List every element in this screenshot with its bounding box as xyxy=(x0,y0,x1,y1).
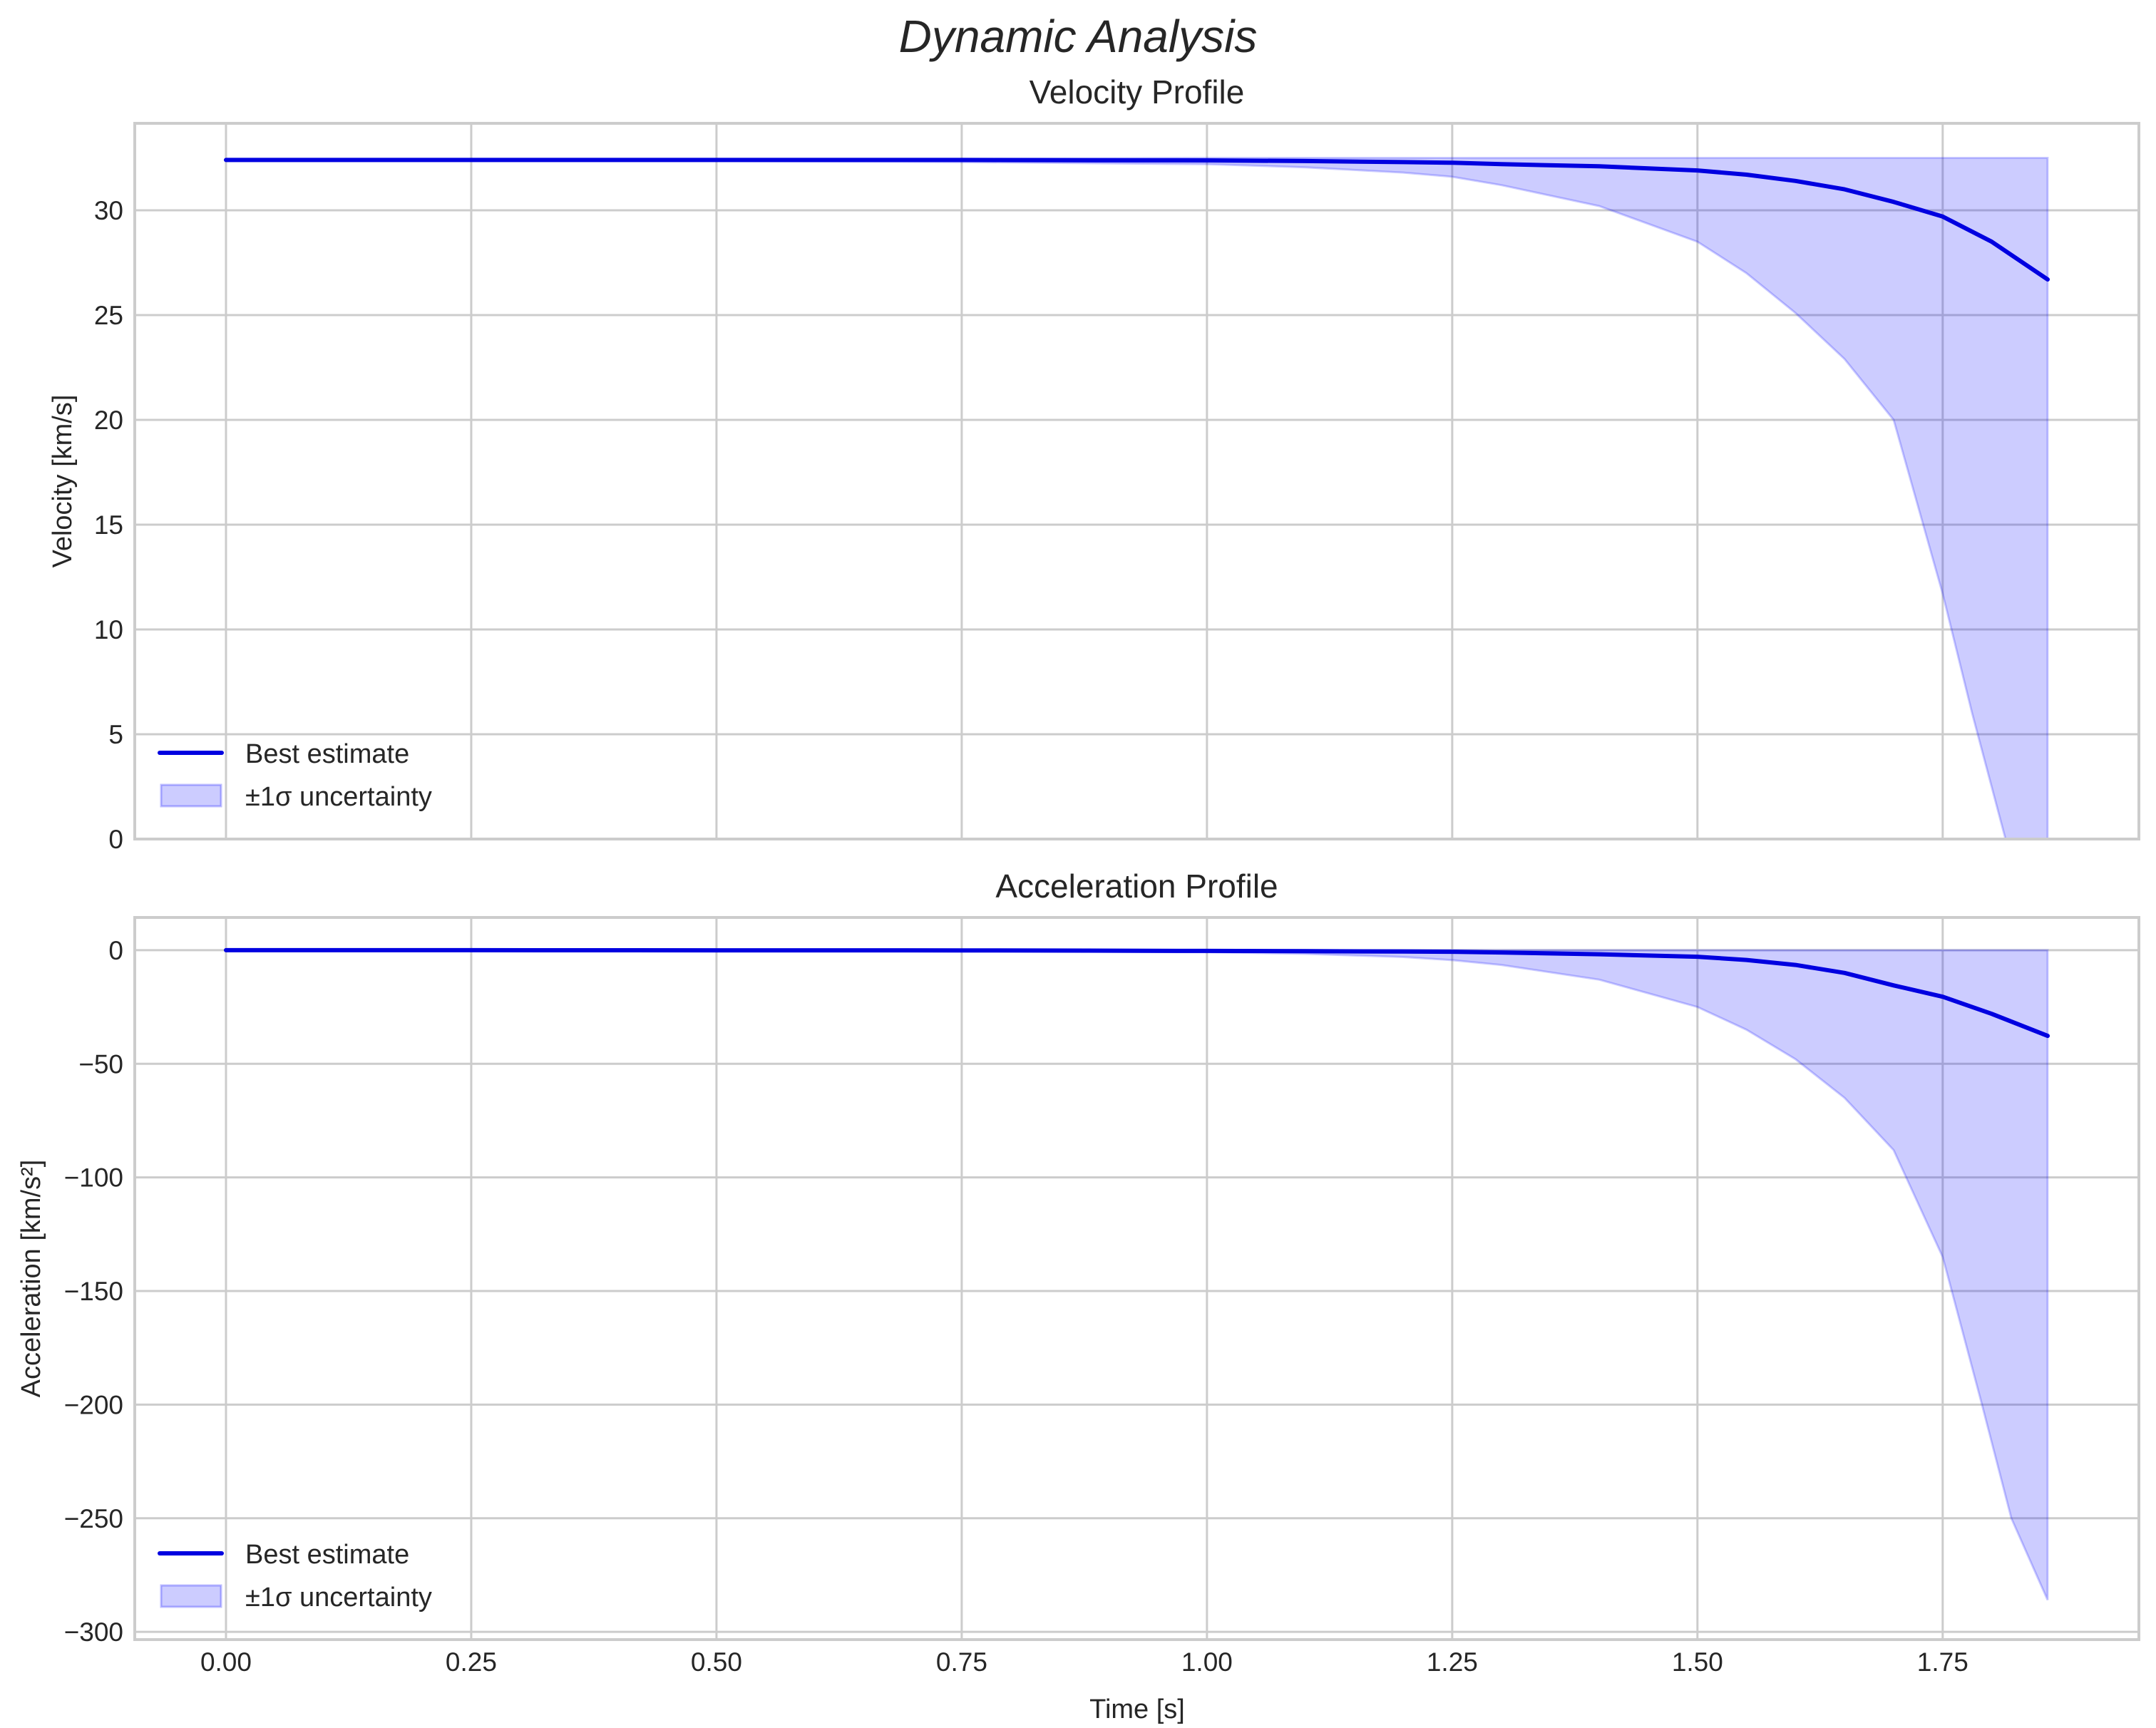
x-tick-label: 1.00 xyxy=(1181,1647,1233,1677)
legend-band-swatch xyxy=(160,783,222,808)
y-axis-label: Acceleration [km/s²] xyxy=(16,1160,46,1398)
y-tick-label: 15 xyxy=(94,510,123,540)
legend: Best estimate ±1σ uncertainty xyxy=(158,1540,432,1613)
legend-label-best-estimate: Best estimate xyxy=(245,739,409,769)
legend-label-best-estimate: Best estimate xyxy=(245,1540,409,1570)
y-tick-label: 0 xyxy=(108,936,123,965)
x-tick-label: 0.25 xyxy=(446,1647,497,1677)
legend-label-uncertainty: ±1σ uncertainty xyxy=(245,782,432,812)
y-tick-label: 10 xyxy=(94,615,123,644)
best-estimate-line xyxy=(224,158,2050,282)
x-tick-label: 1.50 xyxy=(1672,1647,1723,1677)
legend-label-uncertainty: ±1σ uncertainty xyxy=(245,1583,432,1613)
axes-frame xyxy=(133,122,2140,840)
y-tick-label: 20 xyxy=(94,406,123,435)
best-estimate-line xyxy=(224,947,2050,1039)
y-tick-label: −200 xyxy=(64,1390,123,1419)
velocity-plot: 0 5 10 15 20 25 30 Velocity [km/s] Best estimate… xyxy=(48,122,2140,854)
y-tick-label: −150 xyxy=(64,1277,123,1306)
x-tick-label: 1.25 xyxy=(1427,1647,1478,1677)
uncertainty-band xyxy=(225,949,2049,1601)
y-tick-label: 30 xyxy=(94,196,123,225)
grid xyxy=(135,917,2139,1640)
y-tick-label: −100 xyxy=(64,1163,123,1193)
y-axis-label: Velocity [km/s] xyxy=(48,395,78,568)
y-tick-label: −250 xyxy=(64,1504,123,1533)
y-tick-label: −50 xyxy=(78,1049,123,1079)
acceleration-plot: 0 −50 −100 −150 −200 −250 −300 0.00 0.25 0.50 0.75… xyxy=(16,916,2140,1677)
x-tick-label: 0.75 xyxy=(936,1647,987,1677)
x-axis-label: Time [s] xyxy=(1089,1694,1185,1724)
acceleration-panel-title: Acceleration Profile xyxy=(995,868,1278,905)
y-tick-label: −300 xyxy=(64,1618,123,1647)
y-tick-label: 25 xyxy=(94,301,123,330)
figure-title: Dynamic Analysis xyxy=(898,11,1258,62)
x-tick-label: 0.00 xyxy=(200,1647,252,1677)
legend: Best estimate ±1σ uncertainty xyxy=(158,739,432,812)
x-tick-label: 1.75 xyxy=(1917,1647,1968,1677)
y-tick-label: 0 xyxy=(108,825,123,854)
x-tick-label: 0.50 xyxy=(691,1647,742,1677)
axes-frame xyxy=(133,916,2140,1641)
y-tick-label: 5 xyxy=(108,720,123,749)
legend-band-swatch xyxy=(160,1584,222,1608)
velocity-panel-title: Velocity Profile xyxy=(1029,73,1245,110)
uncertainty-band xyxy=(225,157,2049,839)
